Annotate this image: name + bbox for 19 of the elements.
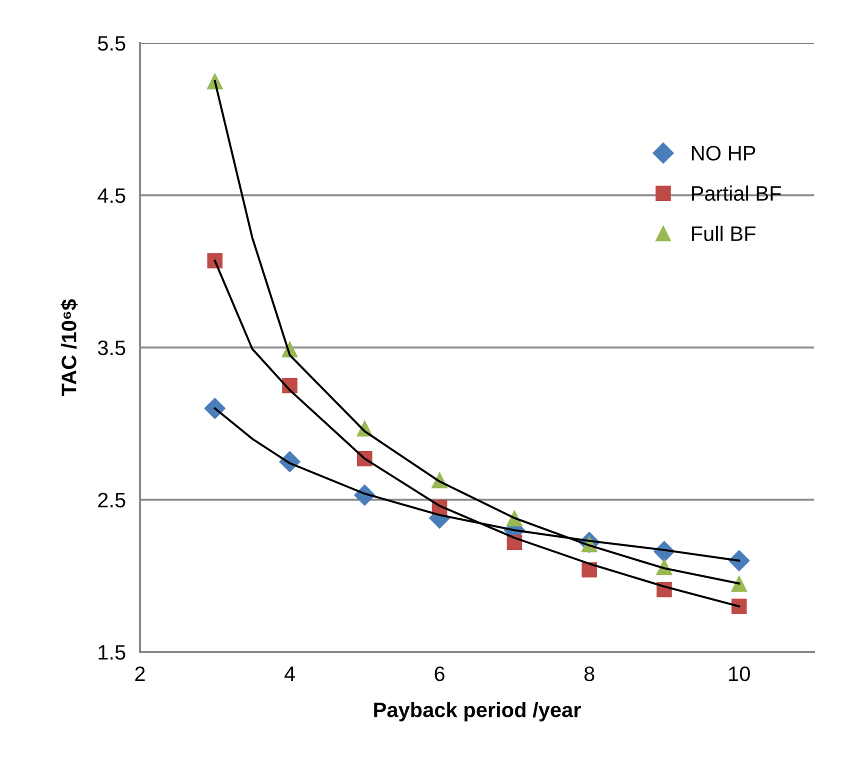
y-axis-title: TAC /10⁶$ — [60, 299, 78, 396]
y-tick-label: 2.5 — [98, 492, 126, 508]
point — [204, 398, 226, 420]
x-tick-label: 2 — [135, 666, 145, 681]
legend-label: NO HP — [692, 146, 756, 161]
point — [731, 598, 747, 614]
x-tick-label: 8 — [584, 666, 594, 682]
y-tick-label: 3.5 — [98, 340, 126, 356]
y-tick-label: 4.5 — [98, 188, 126, 204]
x-tick-label: 10 — [729, 666, 750, 682]
x-tick-label: 4 — [284, 666, 295, 681]
y-tick-label: 1.5 — [98, 645, 126, 660]
x-axis-title: Payback period /year — [374, 702, 581, 722]
x-tick-label: 6 — [434, 666, 444, 682]
legend-label: Full BF — [692, 226, 756, 242]
y-tick-label: 5.5 — [98, 36, 126, 51]
point — [730, 575, 748, 592]
point — [207, 253, 223, 268]
legend-label: Partial BF — [692, 186, 781, 201]
